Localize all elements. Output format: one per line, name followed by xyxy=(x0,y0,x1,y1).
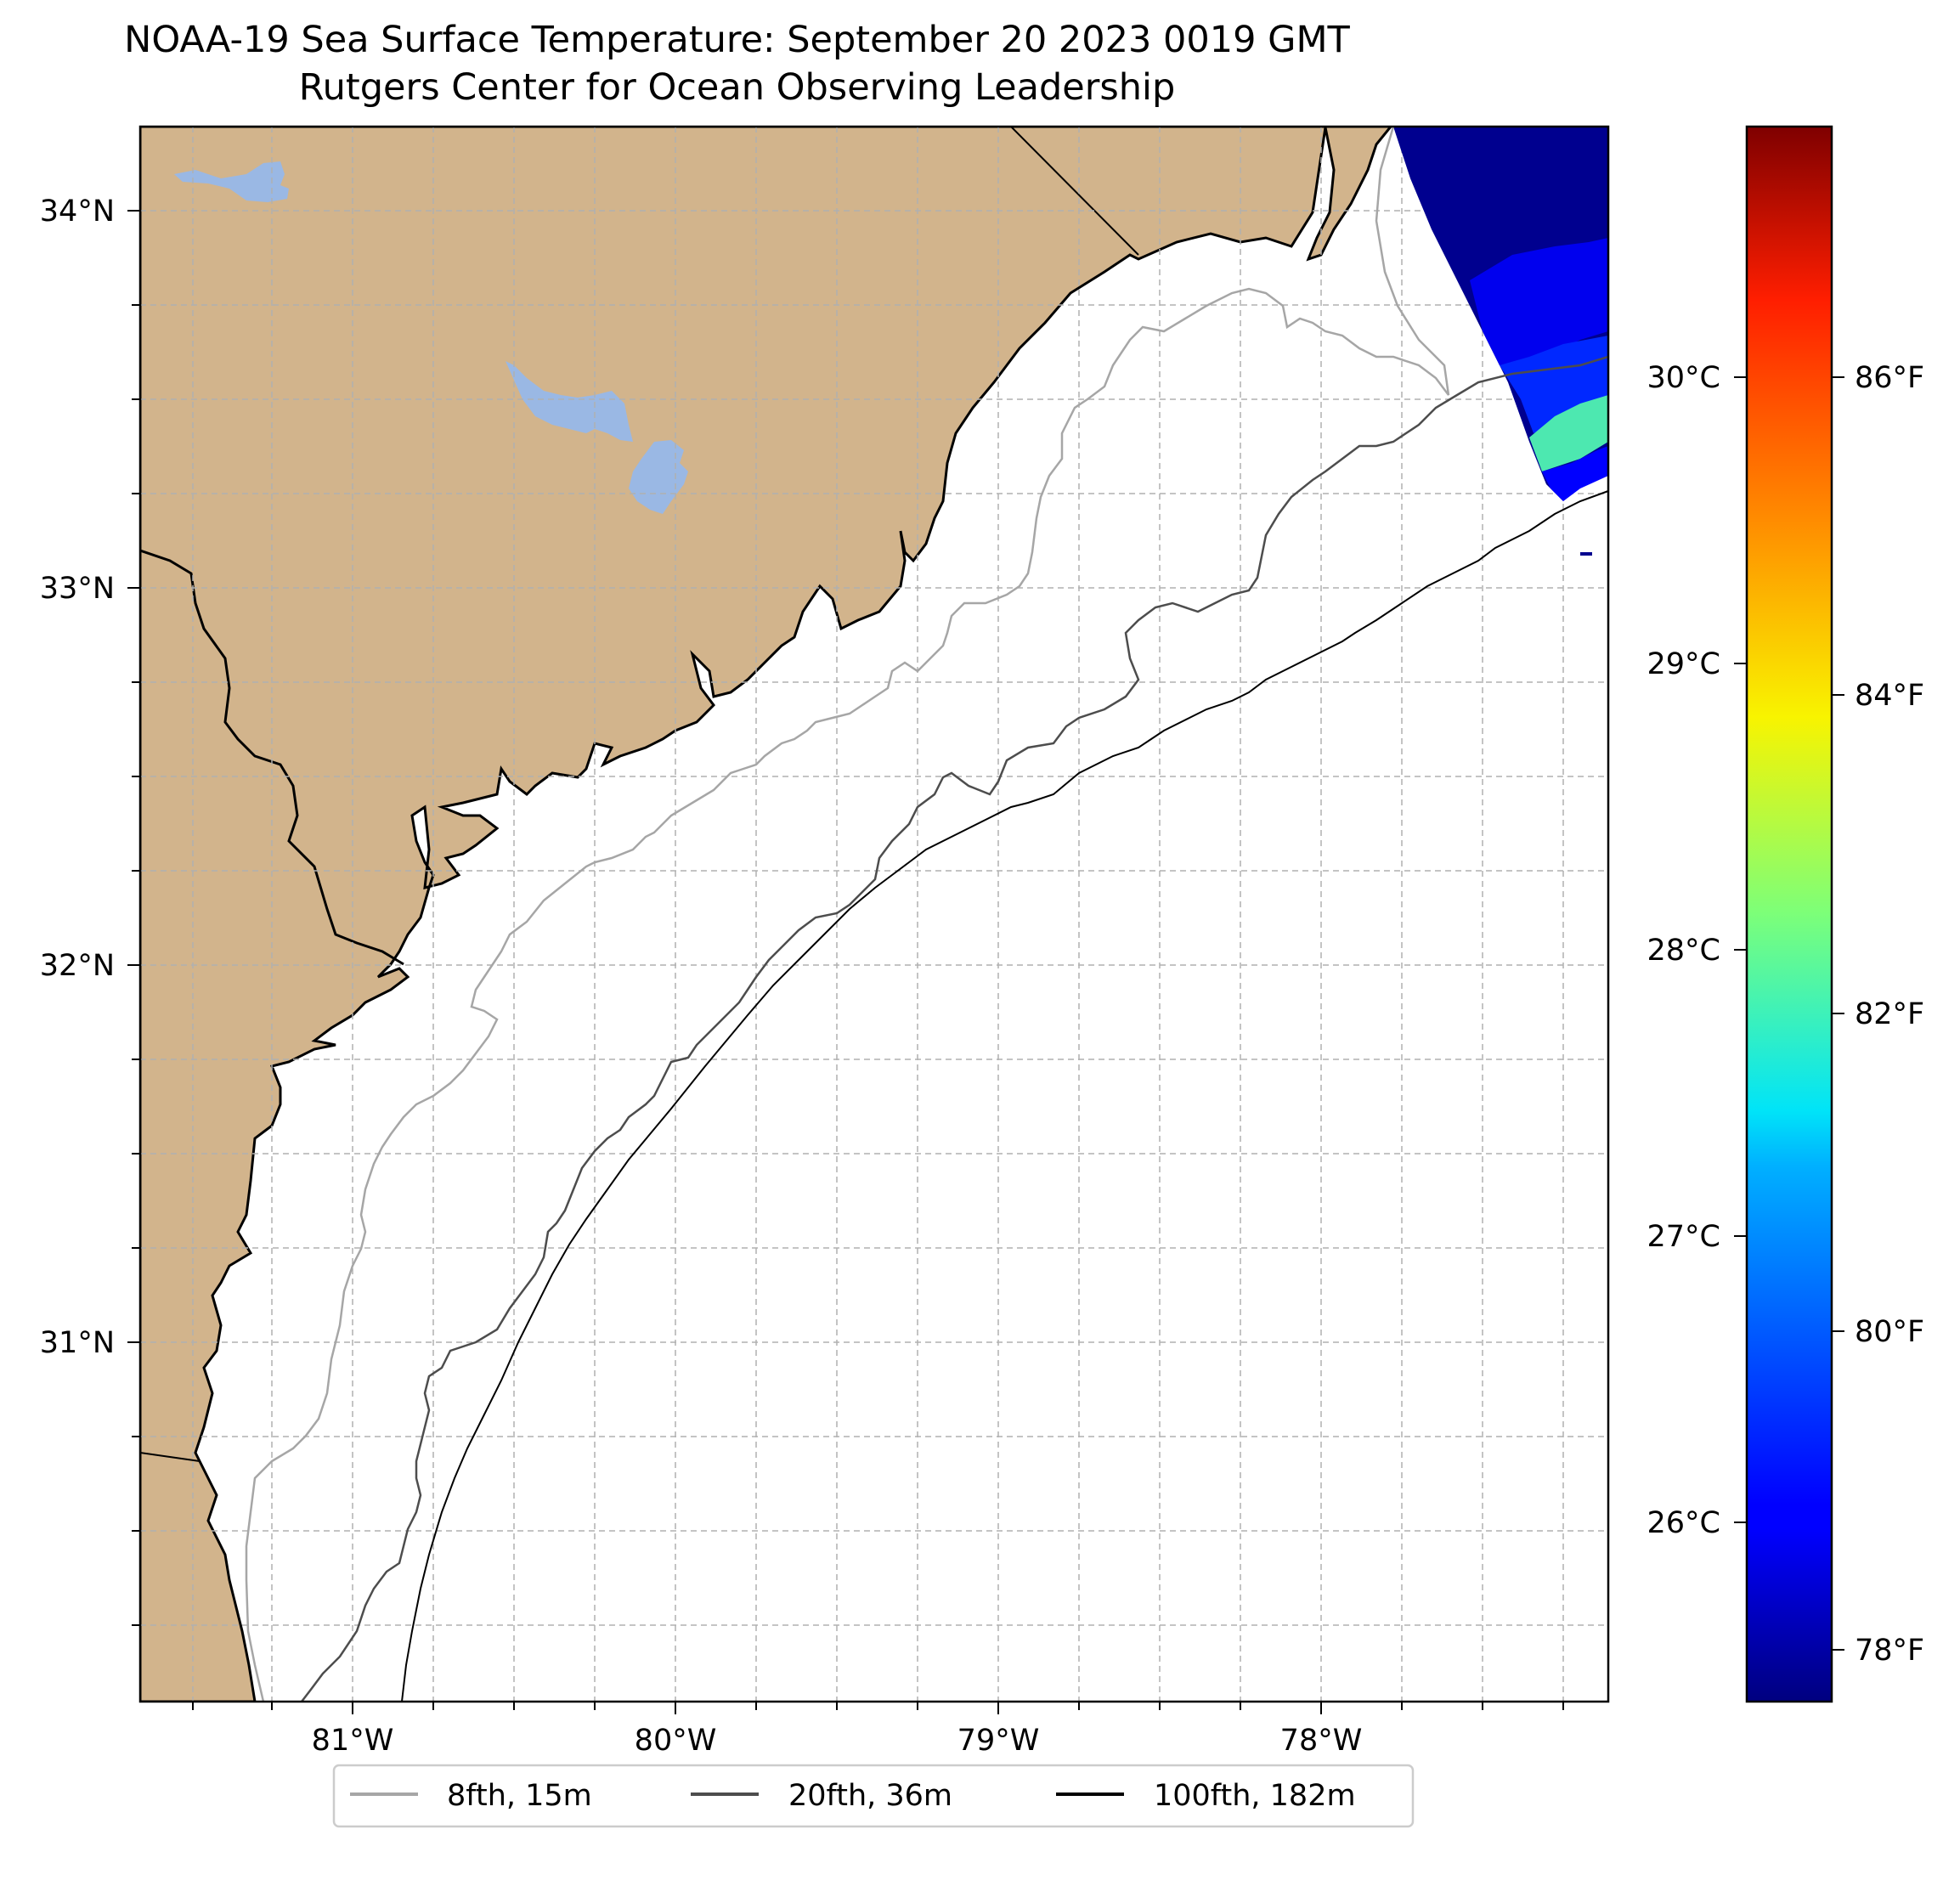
map-title: NOAA-19 Sea Surface Temperature: Septemb… xyxy=(124,19,1350,61)
lake-marion xyxy=(506,361,633,442)
cbar-c-29: 29°C xyxy=(1647,647,1720,681)
legend: 8fth, 15m 20fth, 36m 100fth, 182m xyxy=(332,1764,1415,1828)
cbar-f-80: 80°F xyxy=(1855,1315,1924,1349)
isobath-20fth xyxy=(301,355,1608,1702)
lat-label-31: 31°N xyxy=(40,1326,115,1360)
lat-label-32: 32°N xyxy=(40,949,115,983)
cbar-f-86: 86°F xyxy=(1855,361,1924,395)
lon-label-81: 81°W xyxy=(312,1724,394,1758)
cbar-c-28: 28°C xyxy=(1647,934,1720,968)
cbar-f-78: 78°F xyxy=(1855,1634,1924,1668)
legend-label-100fth: 100fth, 182m xyxy=(1154,1779,1356,1813)
cbar-c-27: 27°C xyxy=(1647,1220,1720,1254)
graticule xyxy=(140,127,1608,1702)
lake-moultrie xyxy=(629,440,688,514)
colorbar: 30°C 29°C 28°C 27°C 26°C 86°F 84°F 82°F … xyxy=(1647,125,1924,1703)
isobath-100fth xyxy=(401,490,1608,1702)
land-mass xyxy=(140,127,1392,1702)
legend-label-8fth: 8fth, 15m xyxy=(447,1779,592,1813)
state-boundary xyxy=(140,549,404,966)
state-boundary-south xyxy=(140,1452,201,1462)
isobath-8fth xyxy=(245,127,1450,1702)
map-subtitle: Rutgers Center for Ocean Observing Leade… xyxy=(298,66,1176,109)
legend-label-20fth: 20fth, 36m xyxy=(788,1779,952,1813)
state-boundary-north xyxy=(1010,127,1139,256)
lon-ticks xyxy=(192,1702,1564,1714)
lon-label-80: 80°W xyxy=(635,1724,717,1758)
cbar-c-26: 26°C xyxy=(1647,1506,1720,1540)
cbar-f-82: 82°F xyxy=(1855,997,1924,1031)
lat-label-34: 34°N xyxy=(40,195,115,229)
lat-label-33: 33°N xyxy=(40,572,115,606)
lon-label-78: 78°W xyxy=(1280,1724,1363,1758)
lon-label-79: 79°W xyxy=(957,1724,1040,1758)
cbar-f-84: 84°F xyxy=(1855,679,1924,713)
lake-north xyxy=(174,161,289,202)
map-area xyxy=(138,125,1610,1703)
colorbar-gradient xyxy=(1745,125,1833,1703)
map-frame xyxy=(138,125,1610,1703)
cbar-c-30: 30°C xyxy=(1647,361,1720,395)
sst-swath xyxy=(1393,127,1608,556)
lat-ticks xyxy=(127,210,140,1626)
